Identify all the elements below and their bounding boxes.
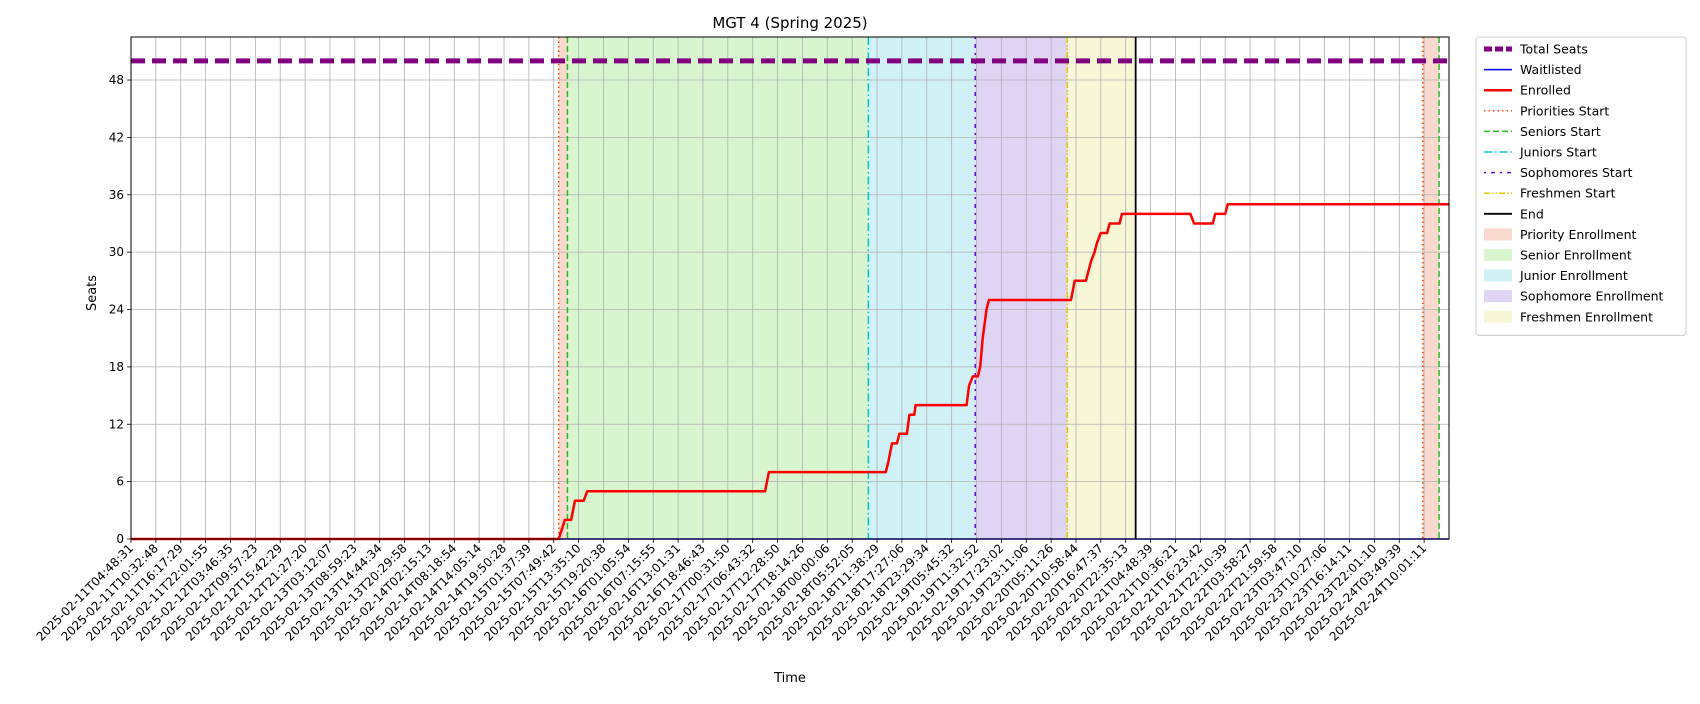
y-axis-label: Seats <box>85 275 100 311</box>
legend-label: End <box>1520 206 1544 221</box>
enrollment-span <box>1422 37 1440 539</box>
y-tick-label: 30 <box>109 245 124 259</box>
legend-label: Freshmen Enrollment <box>1520 309 1653 324</box>
legend-label: Seniors Start <box>1520 124 1601 139</box>
enrollment-span <box>975 37 1068 539</box>
y-tick-label: 24 <box>109 303 124 317</box>
legend-swatch <box>1484 310 1512 323</box>
legend-label: Sophomores Start <box>1520 165 1633 180</box>
legend-swatch <box>1484 290 1512 303</box>
enrollment-span <box>1067 37 1136 539</box>
enrollment-span <box>558 37 568 539</box>
legend-label: Enrolled <box>1520 83 1571 98</box>
legend-label: Juniors Start <box>1519 145 1597 160</box>
y-tick-label: 42 <box>109 130 124 144</box>
y-tick-label: 36 <box>109 188 124 202</box>
legend-label: Junior Enrollment <box>1519 268 1628 283</box>
x-axis-ticks: 2025-02-11T04:48:312025-02-11T10:32:4820… <box>34 539 1429 644</box>
legend-label: Sophomore Enrollment <box>1520 289 1664 304</box>
phase-start-markers <box>557 37 1440 539</box>
legend-label: Senior Enrollment <box>1520 248 1632 263</box>
y-tick-label: 12 <box>109 417 124 431</box>
series-line <box>131 203 1449 541</box>
plot-frame <box>130 36 1450 540</box>
legend-label: Waitlisted <box>1520 62 1582 77</box>
y-tick-label: 18 <box>109 360 124 374</box>
legend-label: Priorities Start <box>1520 103 1609 118</box>
enrollment-span <box>868 37 976 539</box>
y-axis-ticks: 0 6 12 18 24 30 36 42 48 <box>109 73 131 546</box>
legend-swatch <box>1484 249 1512 261</box>
legend-box <box>1475 36 1687 336</box>
enrollment-span <box>567 37 869 539</box>
legend-label: Priority Enrollment <box>1520 227 1637 242</box>
y-tick-label: 6 <box>116 475 124 489</box>
enrollment-spans <box>558 37 1440 539</box>
y-tick-label: 0 <box>116 532 124 546</box>
legend-swatch <box>1484 228 1512 241</box>
x-axis-label: Time <box>773 671 806 686</box>
legend: Total Seats Waitlisted Enrolled Priorities … <box>1475 36 1687 336</box>
chart-title: MGT 4 (Spring 2025) <box>712 14 867 32</box>
legend-label: Freshmen Start <box>1520 186 1616 201</box>
y-tick-label: 48 <box>109 73 124 87</box>
legend-label: Total Seats <box>1519 42 1588 57</box>
legend-swatch <box>1484 269 1512 282</box>
